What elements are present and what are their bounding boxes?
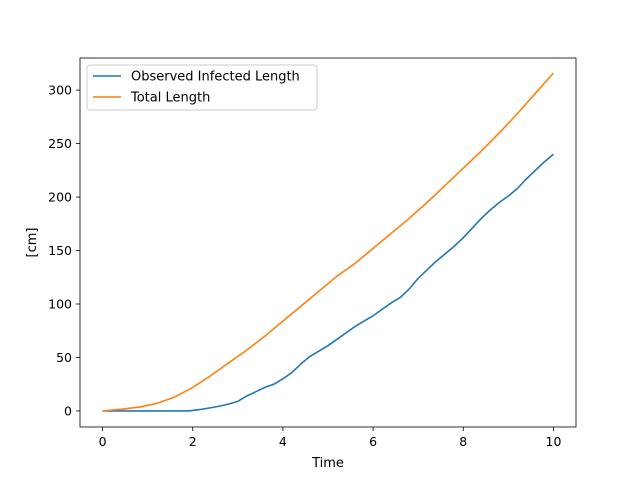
x-tick-label: 8	[459, 434, 467, 449]
legend-box	[86, 64, 318, 111]
legend-label-observed: Observed Infected Length	[131, 70, 300, 85]
x-axis-title: Time	[311, 456, 344, 471]
y-tick-label: 250	[48, 136, 72, 151]
x-tick-label: 2	[189, 434, 197, 449]
y-tick-label: 50	[56, 350, 72, 365]
y-axis-title: [cm]	[25, 228, 40, 258]
plot-frame	[79, 57, 577, 428]
legend-label-total: Total Length	[130, 91, 210, 106]
series-line-total-length	[102, 72, 555, 412]
x-tick-label: 4	[279, 434, 287, 449]
y-tick-label: 0	[64, 403, 72, 418]
y-tick-label: 200	[48, 190, 72, 205]
x-tick-label: 10	[546, 434, 562, 449]
x-axis-ticks: 0 2 4 6 8 10	[99, 427, 562, 449]
x-tick-label: 6	[369, 434, 377, 449]
plot-area	[80, 58, 576, 427]
series-layer	[102, 72, 555, 412]
y-tick-label: 300	[48, 83, 72, 98]
legend: Observed Infected Length Total Length	[86, 64, 318, 111]
y-axis-ticks: 0 50 100 150 200 250 300	[48, 83, 80, 418]
y-tick-label: 100	[48, 297, 72, 312]
x-tick-label: 0	[99, 434, 107, 449]
y-tick-label: 150	[48, 243, 72, 258]
series-line-observed-infected-length	[102, 153, 554, 412]
